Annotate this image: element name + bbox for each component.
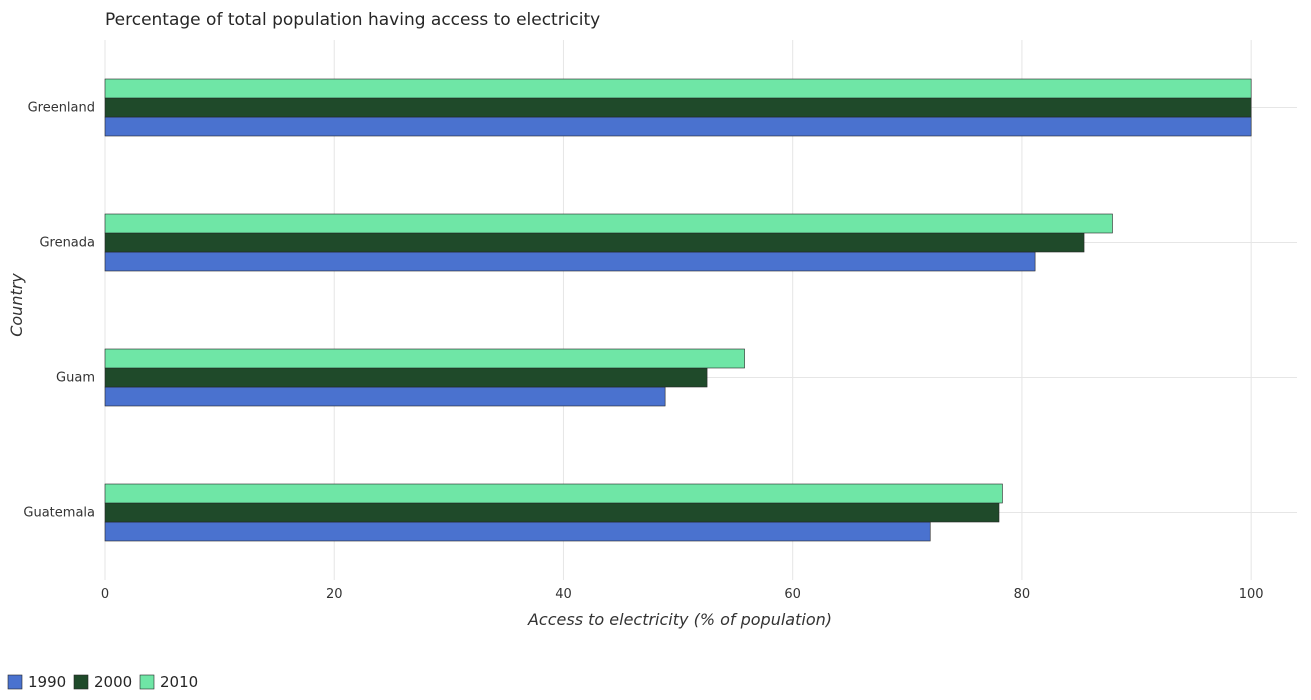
x-tick-label: 0 [101,587,109,602]
bar-greenland-2000 [104,97,1252,118]
legend-swatch-2000 [73,674,89,690]
y-axis-label: Country [7,273,26,337]
bars [104,78,1252,542]
x-tick-label: 100 [1239,587,1264,602]
bar-grenada-2010 [104,213,1113,234]
x-tick-labels: 0 20 40 60 80 100 [101,587,1264,602]
bar-greenland-1990 [104,116,1252,137]
y-tick-label: Grenada [39,236,95,251]
legend-label-1990: 1990 [28,673,66,691]
legend-label-2010: 2010 [160,673,198,691]
bar-guam-2010 [104,348,745,369]
bar-guatemala-2010 [104,483,1003,504]
legend-swatch-2010 [139,674,155,690]
bar-grenada-1990 [104,251,1036,272]
x-tick-label: 60 [784,587,801,602]
y-tick-label: Guatemala [23,506,95,521]
bar-grenada-2000 [104,232,1085,253]
legend: 1990 2000 2010 [7,673,198,691]
legend-swatch-1990 [7,674,23,690]
bar-guatemala-2000 [104,502,1000,523]
x-axis-label: Access to electricity (% of population) [527,610,832,629]
bar-greenland-2010 [104,78,1252,99]
bar-guam-1990 [104,386,666,407]
y-tick-labels: Greenland Grenada Guam Guatemala [23,101,95,521]
x-tick-label: 20 [326,587,343,602]
y-tick-label: Greenland [28,101,95,116]
x-tick-label: 40 [555,587,572,602]
bar-guatemala-1990 [104,521,931,542]
chart-title: Percentage of total population having ac… [105,10,600,30]
y-tick-label: Guam [56,371,95,386]
x-tick-label: 80 [1014,587,1031,602]
bar-guam-2000 [104,367,708,388]
legend-label-2000: 2000 [94,673,132,691]
